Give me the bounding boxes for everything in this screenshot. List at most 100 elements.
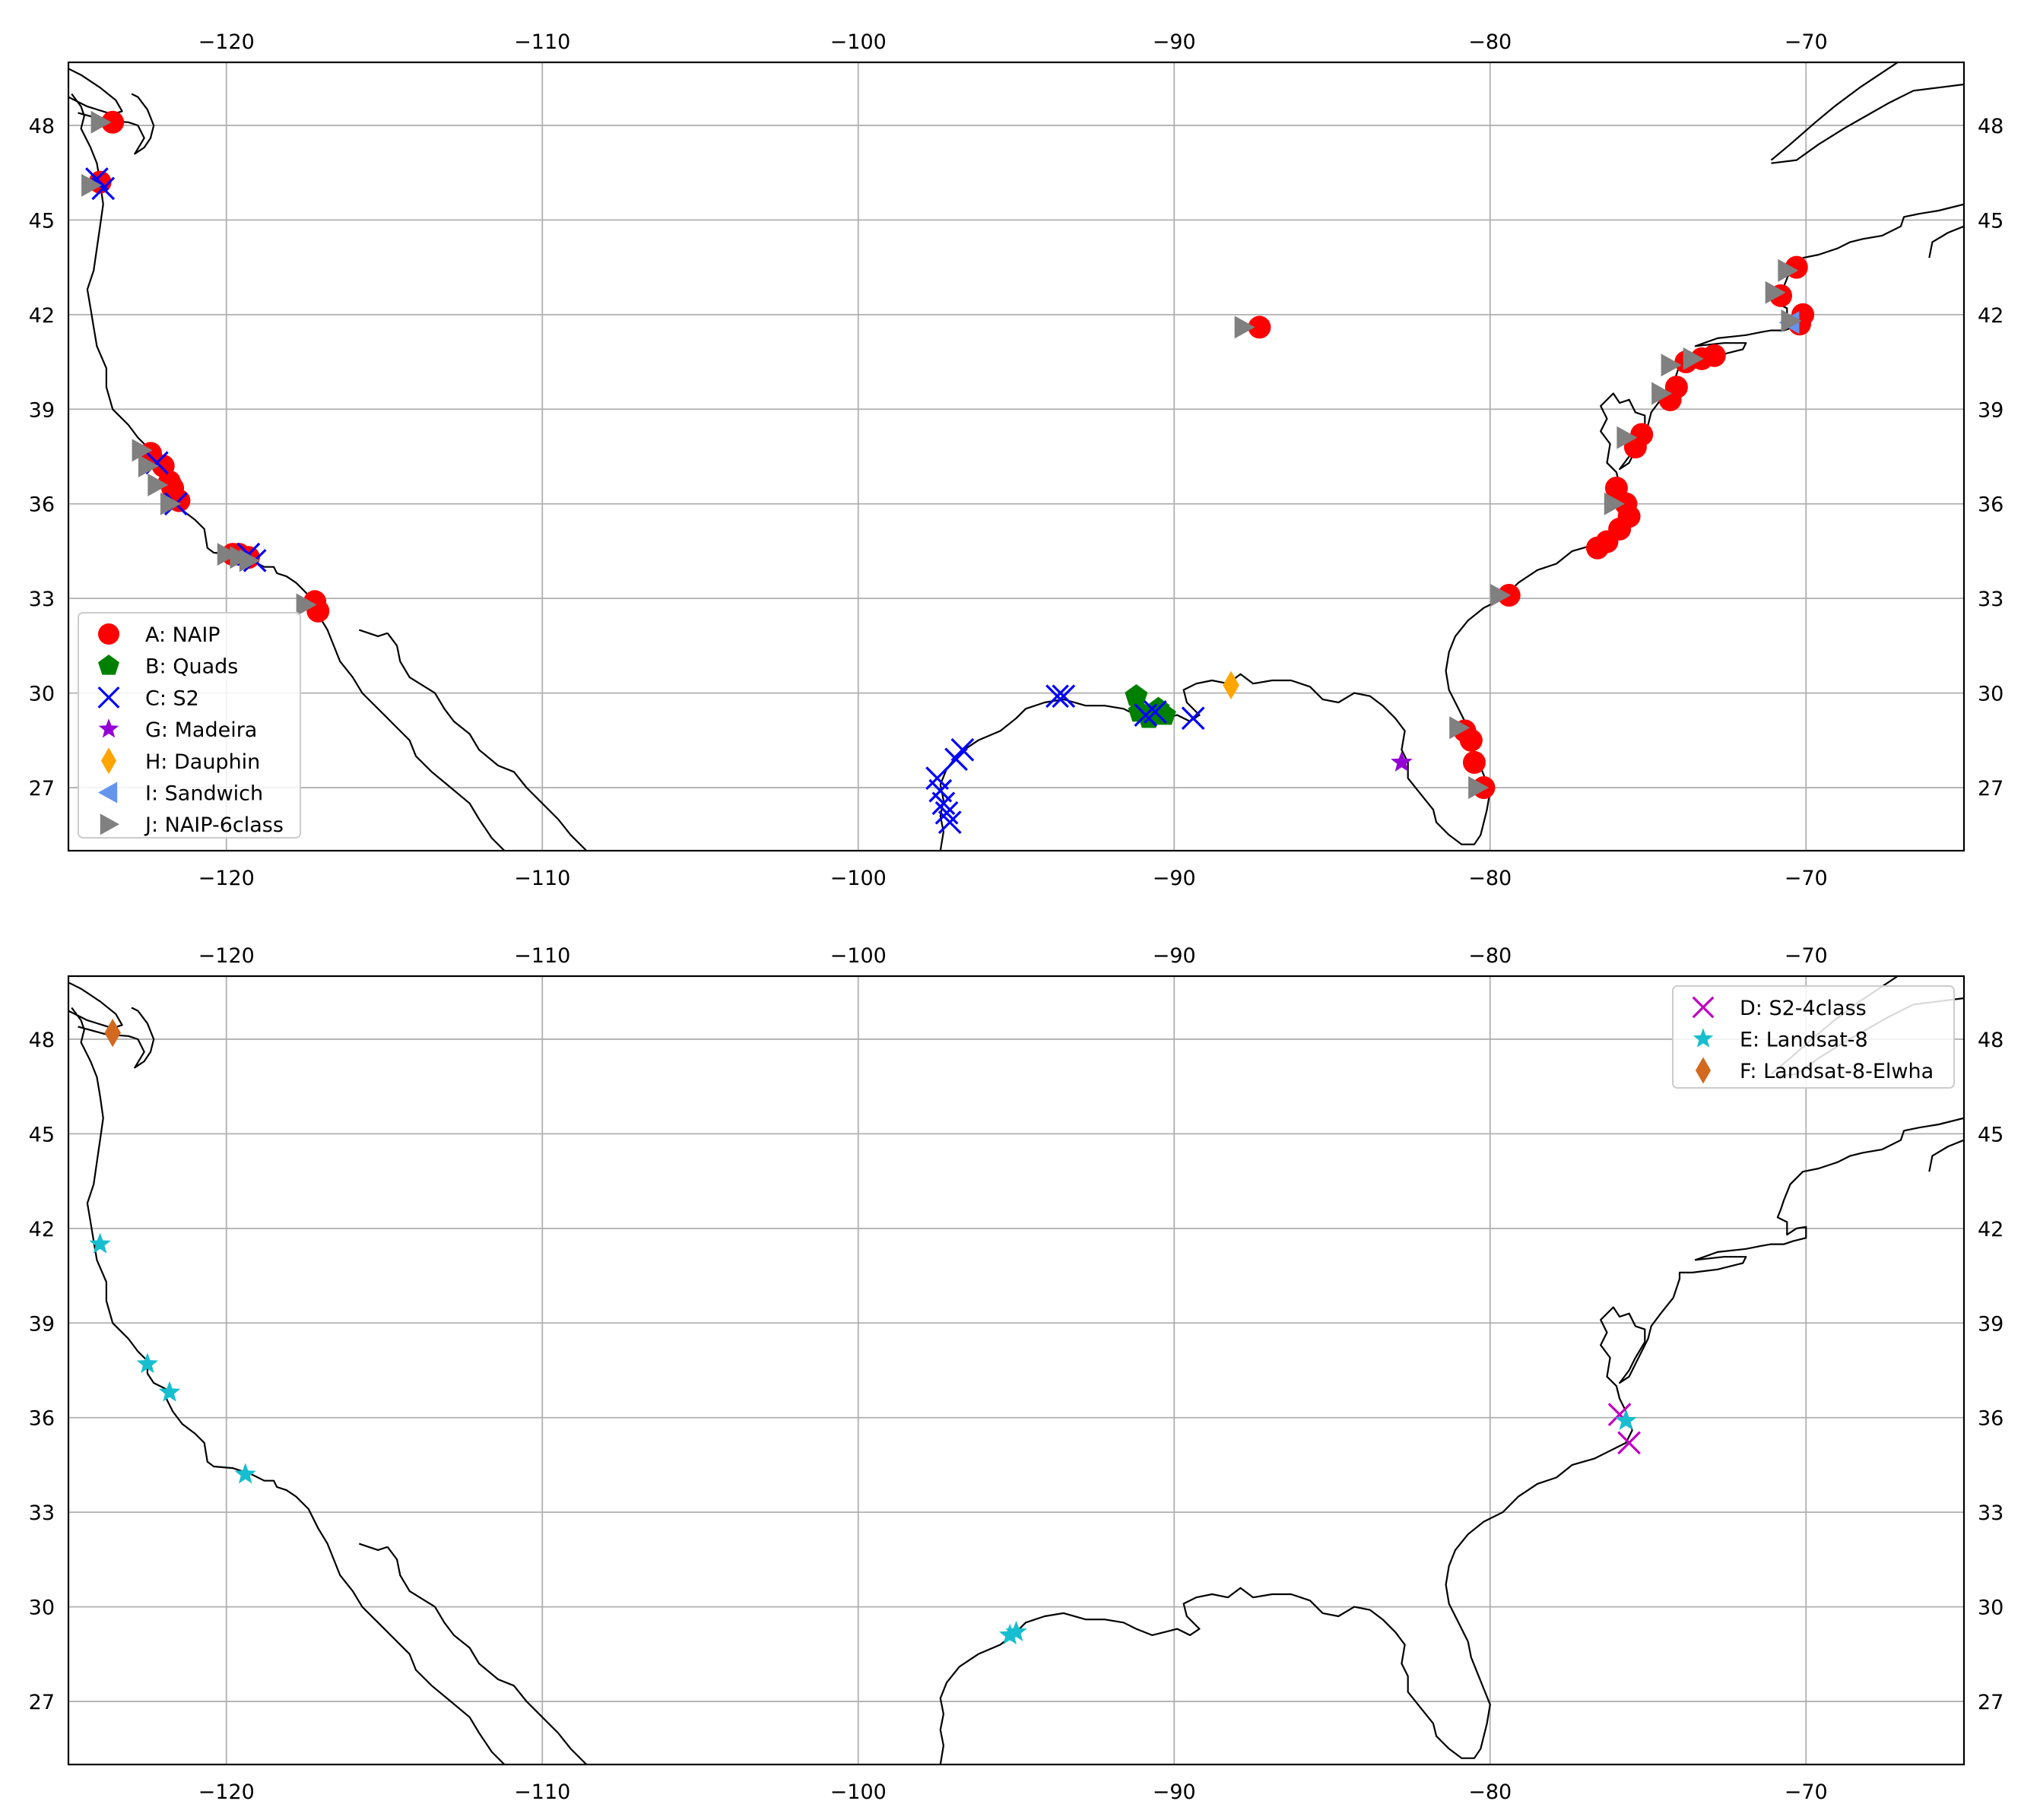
bottom-tick-labels: −120 −120 −110 −110 −100 −100 −90 −90 −80 −80 −70 −… (29, 944, 2004, 1804)
legend-label-J: J: NAIP-6class (144, 813, 284, 837)
marker-J (1468, 776, 1490, 800)
y-tick-label-left: 33 (29, 588, 55, 611)
marker-E (1615, 1409, 1637, 1430)
coastline-gulfCal (386, 633, 588, 851)
legend-marker-H (100, 747, 117, 775)
y-tick-label-left: 39 (29, 398, 55, 422)
marker-C (950, 737, 975, 762)
marker-E (1005, 1620, 1027, 1641)
marker-J (138, 454, 159, 477)
marker-E (998, 1623, 1021, 1645)
y-tick-label-right: 36 (1978, 493, 2004, 517)
marker-C (1143, 700, 1167, 724)
y-tick-label-right: 33 (1978, 1501, 2004, 1525)
y-tick-label-left: 33 (29, 1501, 55, 1525)
x-tick-label-top: −90 (1153, 30, 1196, 54)
legend-label-C: C: S2 (145, 686, 199, 710)
x-tick-label-bottom: −70 (1785, 867, 1828, 890)
marker-C (1045, 684, 1069, 709)
x-tick-label-top: −70 (1785, 944, 1828, 968)
x-tick-label-top: −110 (514, 944, 570, 968)
marker-J (1234, 315, 1255, 339)
legend-marker-F (1695, 1057, 1712, 1084)
marker-E (158, 1381, 181, 1402)
x-tick-label-bottom: −110 (514, 1780, 570, 1804)
y-tick-label-right: 30 (1978, 1596, 2004, 1620)
legend-marker-D (1692, 996, 1715, 1019)
x-tick-label-top: −90 (1153, 944, 1196, 968)
y-tick-label-right: 36 (1978, 1407, 2004, 1431)
x-tick-label-bottom: −110 (514, 867, 570, 890)
series-J (81, 110, 1802, 800)
y-tick-label-left: 36 (29, 1407, 55, 1431)
marker-J (1604, 492, 1625, 515)
marker-A (101, 110, 125, 134)
y-tick-label-right: 48 (1978, 115, 2004, 138)
legend-label-G: G: Madeira (145, 718, 257, 742)
series-G (1391, 750, 1413, 772)
top-tick-labels: −120 −120 −110 −110 −100 −100 −90 −90 −80 −80 −70 −… (29, 30, 2004, 890)
coastline-stLaw (1771, 83, 1964, 164)
marker-E (89, 1232, 111, 1254)
x-tick-label-top: −100 (830, 944, 887, 968)
marker-J (296, 593, 317, 617)
marker-C (938, 810, 962, 835)
coastline-fundy (1928, 1139, 1964, 1172)
coastline-stLawN (1770, 62, 1899, 161)
series-C (85, 167, 1205, 835)
legend-marker-E (1693, 1028, 1714, 1048)
marker-J (1449, 716, 1471, 740)
y-tick-label-right: 39 (1978, 1312, 2004, 1336)
marker-G (1391, 750, 1413, 772)
coastline-pacific (71, 1007, 506, 1765)
marker-A (1702, 344, 1726, 367)
legend-label-F: F: Landsat-8-Elwha (1740, 1060, 1934, 1083)
marker-C (1134, 703, 1158, 728)
series-E (89, 1232, 1637, 1645)
marker-J (90, 110, 112, 134)
y-tick-label-left: 30 (29, 1596, 55, 1620)
x-tick-label-bottom: −90 (1153, 867, 1196, 890)
marker-J (1490, 584, 1512, 607)
marker-J (1781, 309, 1802, 333)
marker-C (931, 791, 956, 816)
y-tick-label-right: 27 (1978, 1691, 2004, 1714)
legend-marker-I (98, 782, 118, 804)
marker-J (1661, 354, 1682, 377)
marker-A (1248, 315, 1271, 339)
y-tick-label-left: 48 (29, 115, 55, 138)
y-tick-label-right: 39 (1978, 398, 2004, 422)
marker-B (1125, 684, 1148, 706)
top-axes-frame (67, 61, 1965, 852)
x-tick-label-top: −110 (514, 30, 570, 54)
coastline-gulf (939, 1117, 1964, 1765)
legend-label-H: H: Dauphin (145, 750, 260, 774)
marker-C (1052, 684, 1076, 709)
coastline-vanIsland (68, 981, 123, 1029)
coastline-gulfCal2 (358, 629, 389, 637)
marker-J (132, 439, 153, 462)
legend-label-E: E: Landsat-8 (1740, 1029, 1868, 1052)
marker-J (239, 549, 260, 572)
y-tick-label-left: 36 (29, 493, 55, 517)
y-tick-label-left: 42 (29, 1218, 55, 1241)
bottom-map-panel: −120 −120 −110 −110 −100 −100 −90 −90 −80 −80 −70 −… (29, 944, 2004, 1804)
marker-J (217, 543, 238, 566)
marker-J (1683, 347, 1704, 370)
marker-A (1630, 423, 1654, 446)
x-tick-label-top: −70 (1785, 30, 1828, 54)
x-tick-label-bottom: −80 (1468, 867, 1512, 890)
top-legend: A: NAIP B: Quads C: S2 G: Madeira H: Dauphin… (78, 612, 301, 839)
marker-J (1765, 281, 1786, 304)
bottom-markers (89, 1018, 1641, 1645)
x-tick-label-bottom: −100 (830, 867, 887, 890)
marker-C (1181, 706, 1205, 731)
x-tick-label-top: −80 (1468, 944, 1512, 968)
marker-C (91, 176, 116, 201)
legend-marker-A (98, 623, 119, 645)
marker-J (81, 173, 103, 197)
coastline-vanIsland (68, 68, 123, 116)
y-tick-label-right: 48 (1978, 1029, 2004, 1052)
legend-marker-G (98, 718, 119, 738)
marker-E (234, 1463, 256, 1484)
